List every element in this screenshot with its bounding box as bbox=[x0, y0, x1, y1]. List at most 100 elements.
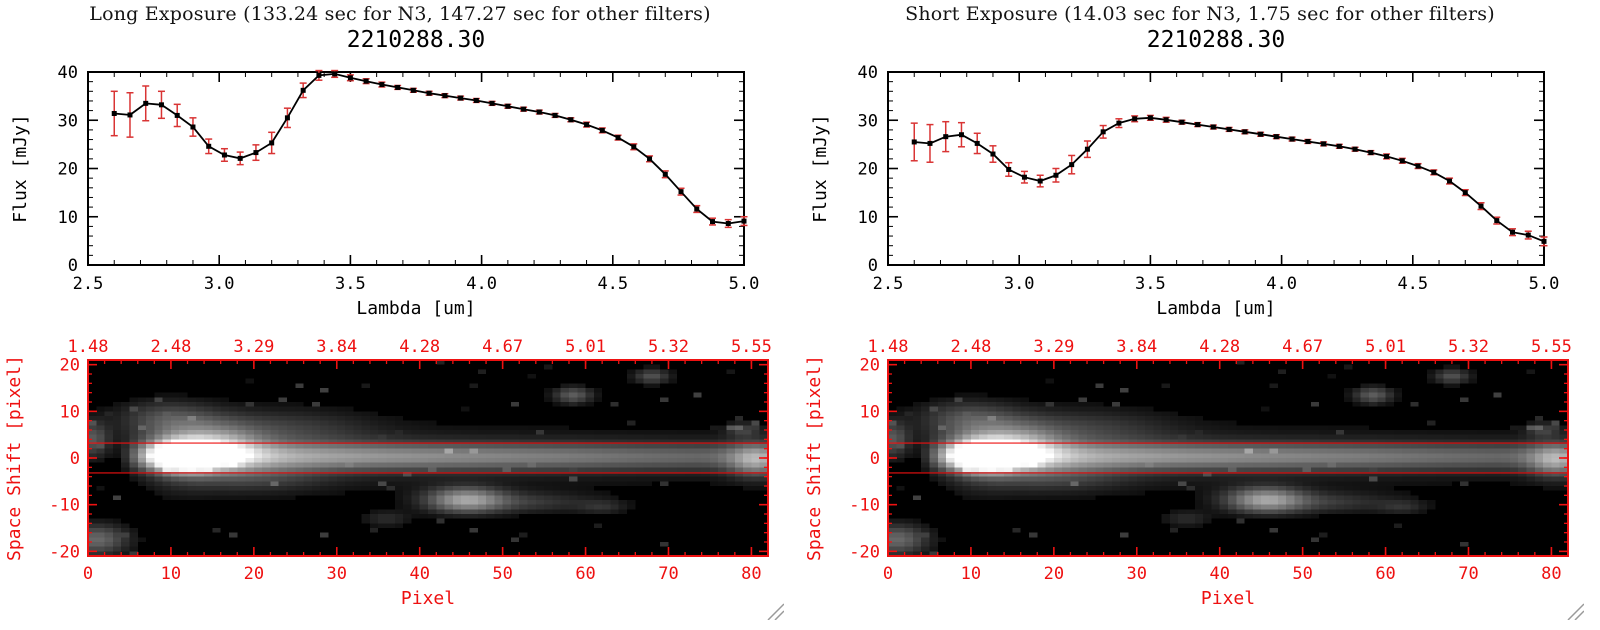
svg-text:3.0: 3.0 bbox=[1004, 274, 1035, 294]
svg-text:10: 10 bbox=[858, 208, 878, 228]
svg-text:40: 40 bbox=[58, 63, 78, 83]
image-plot: 1.48 2.48 3.29 3.84 4.28 4.67 5.01 5.32 5.55 20 10… bbox=[804, 337, 1572, 609]
panel-long-exposure: Long Exposure (133.24 sec for N3, 147.27… bbox=[4, 3, 784, 620]
svg-text:Pixel: Pixel bbox=[1201, 588, 1255, 609]
svg-text:20: 20 bbox=[858, 160, 878, 180]
svg-text:2.5: 2.5 bbox=[73, 274, 104, 294]
svg-text:2.5: 2.5 bbox=[873, 274, 904, 294]
svg-text:80: 80 bbox=[1541, 564, 1561, 584]
image-plot: 1.48 2.48 3.29 3.84 4.28 4.67 5.01 5.32 5.55 20 10… bbox=[4, 337, 772, 609]
svg-text:5.32: 5.32 bbox=[648, 337, 689, 357]
svg-text:70: 70 bbox=[1458, 564, 1478, 584]
svg-text:60: 60 bbox=[1375, 564, 1395, 584]
svg-text:4.5: 4.5 bbox=[1397, 274, 1428, 294]
spectral-image-canvas-long bbox=[88, 360, 768, 556]
spectrum-axes bbox=[887, 71, 1545, 266]
image-tick-labels: 1.48 2.48 3.29 3.84 4.28 4.67 5.01 5.32 5.55 20 10… bbox=[804, 337, 1572, 609]
panel-header-short: Short Exposure (14.03 sec for N3, 1.75 s… bbox=[905, 3, 1495, 25]
svg-text:Pixel: Pixel bbox=[401, 588, 455, 609]
image-tick-labels: 1.48 2.48 3.29 3.84 4.28 4.67 5.01 5.32 5.55 20 10… bbox=[4, 337, 772, 609]
svg-text:4.28: 4.28 bbox=[1199, 337, 1240, 357]
svg-text:80: 80 bbox=[741, 564, 761, 584]
svg-text:4.28: 4.28 bbox=[399, 337, 440, 357]
svg-text:5.0: 5.0 bbox=[729, 274, 760, 294]
svg-text:Flux [mJy]: Flux [mJy] bbox=[810, 114, 831, 222]
svg-text:5.32: 5.32 bbox=[1448, 337, 1489, 357]
spectrum-title-short: 2210288.30 bbox=[1146, 27, 1286, 53]
resize-grip-icon[interactable] bbox=[766, 602, 784, 620]
svg-text:-20: -20 bbox=[49, 542, 80, 562]
spectrum-plot: 2.5 3.0 3.5 4.0 4.5 5.0 0 10 20 30 40 Lambda [um] Fl… bbox=[10, 63, 759, 319]
svg-text:0: 0 bbox=[83, 564, 93, 584]
svg-text:0: 0 bbox=[70, 449, 80, 469]
svg-text:70: 70 bbox=[658, 564, 678, 584]
svg-text:5.01: 5.01 bbox=[565, 337, 606, 357]
svg-text:5.01: 5.01 bbox=[1365, 337, 1406, 357]
svg-text:50: 50 bbox=[1292, 564, 1312, 584]
svg-text:10: 10 bbox=[58, 208, 78, 228]
aperture-lines bbox=[888, 442, 1568, 474]
spectrum-title-long: 2210288.30 bbox=[346, 27, 486, 53]
svg-text:5.0: 5.0 bbox=[1529, 274, 1560, 294]
svg-text:3.5: 3.5 bbox=[1135, 274, 1166, 294]
svg-text:4.0: 4.0 bbox=[1266, 274, 1297, 294]
svg-text:Space Shift [pixel]: Space Shift [pixel] bbox=[4, 355, 25, 561]
svg-text:-10: -10 bbox=[849, 496, 880, 516]
svg-text:20: 20 bbox=[1044, 564, 1064, 584]
svg-text:30: 30 bbox=[858, 111, 878, 131]
svg-text:60: 60 bbox=[575, 564, 595, 584]
svg-text:0: 0 bbox=[870, 449, 880, 469]
data-points bbox=[911, 115, 1547, 244]
svg-text:3.0: 3.0 bbox=[204, 274, 235, 294]
svg-text:40: 40 bbox=[409, 564, 429, 584]
svg-text:4.67: 4.67 bbox=[482, 337, 523, 357]
svg-text:20: 20 bbox=[860, 356, 880, 376]
svg-text:10: 10 bbox=[961, 564, 981, 584]
svg-text:Flux [mJy]: Flux [mJy] bbox=[10, 114, 31, 222]
svg-text:3.29: 3.29 bbox=[233, 337, 274, 357]
spectral-image-canvas-short bbox=[888, 360, 1568, 556]
image-axes bbox=[87, 359, 769, 557]
panel-header-long: Long Exposure (133.24 sec for N3, 147.27… bbox=[89, 3, 711, 25]
svg-text:-20: -20 bbox=[849, 542, 880, 562]
svg-text:Space Shift [pixel]: Space Shift [pixel] bbox=[804, 355, 825, 561]
svg-text:Lambda [um]: Lambda [um] bbox=[356, 298, 475, 319]
svg-text:4.67: 4.67 bbox=[1282, 337, 1323, 357]
svg-text:30: 30 bbox=[58, 111, 78, 131]
svg-text:50: 50 bbox=[492, 564, 512, 584]
svg-text:1.48: 1.48 bbox=[68, 337, 109, 357]
svg-text:3.5: 3.5 bbox=[335, 274, 366, 294]
svg-text:-10: -10 bbox=[49, 496, 80, 516]
svg-text:20: 20 bbox=[244, 564, 264, 584]
panel-short-exposure: Short Exposure (14.03 sec for N3, 1.75 s… bbox=[800, 0, 1600, 630]
svg-text:0: 0 bbox=[868, 256, 878, 276]
aperture-lines bbox=[88, 442, 768, 474]
svg-text:10: 10 bbox=[161, 564, 181, 584]
svg-text:4.5: 4.5 bbox=[597, 274, 628, 294]
plot-overlay-short: 2.5 3.0 3.5 4.0 4.5 5.0 0 10 20 30 40 Lambda [um] Fl… bbox=[804, 63, 1572, 609]
svg-text:20: 20 bbox=[58, 160, 78, 180]
svg-text:10: 10 bbox=[860, 402, 880, 422]
svg-text:3.84: 3.84 bbox=[1116, 337, 1157, 357]
svg-text:2.48: 2.48 bbox=[950, 337, 991, 357]
svg-text:20: 20 bbox=[60, 356, 80, 376]
svg-text:5.55: 5.55 bbox=[731, 337, 772, 357]
spectrum-tick-labels: 2.5 3.0 3.5 4.0 4.5 5.0 0 10 20 30 40 Lambda [um] Fl… bbox=[810, 63, 1559, 319]
plot-overlay-long: 2.5 3.0 3.5 4.0 4.5 5.0 0 10 20 30 40 Lambda [um] Fl… bbox=[4, 63, 772, 609]
svg-text:10: 10 bbox=[60, 402, 80, 422]
svg-text:1.48: 1.48 bbox=[868, 337, 909, 357]
image-axes bbox=[887, 359, 1569, 557]
resize-grip-icon[interactable] bbox=[1566, 602, 1584, 620]
spectrum-plot: 2.5 3.0 3.5 4.0 4.5 5.0 0 10 20 30 40 Lambda [um] Fl… bbox=[810, 63, 1559, 319]
svg-text:40: 40 bbox=[858, 63, 878, 83]
svg-text:0: 0 bbox=[883, 564, 893, 584]
svg-text:3.29: 3.29 bbox=[1033, 337, 1074, 357]
svg-text:40: 40 bbox=[1209, 564, 1229, 584]
svg-text:0: 0 bbox=[68, 256, 78, 276]
data-points bbox=[111, 71, 747, 227]
svg-text:4.0: 4.0 bbox=[466, 274, 497, 294]
spectrum-axes bbox=[87, 71, 745, 266]
svg-text:30: 30 bbox=[1127, 564, 1147, 584]
svg-text:2.48: 2.48 bbox=[150, 337, 191, 357]
